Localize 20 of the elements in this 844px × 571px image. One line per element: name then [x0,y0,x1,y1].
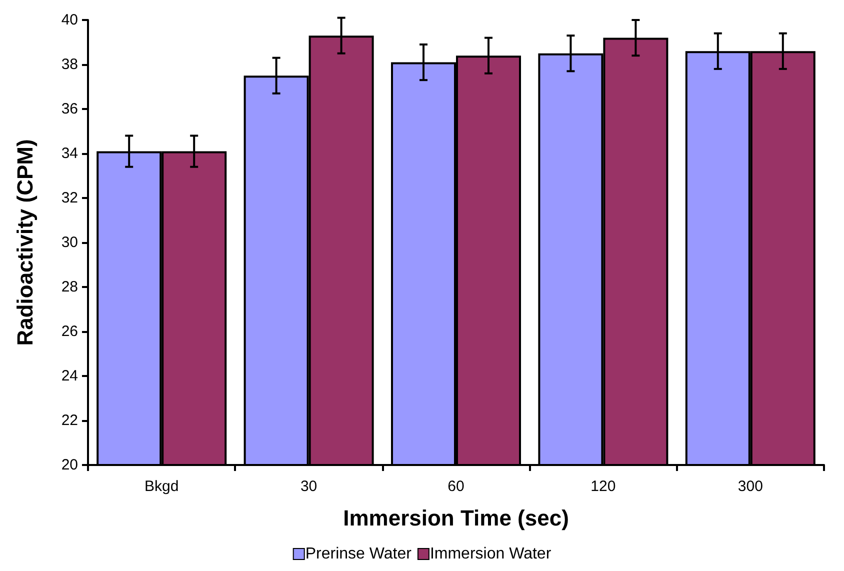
x-tick-label: 30 [300,478,318,495]
y-tick-label: 22 [61,412,78,429]
y-tick-label: 24 [61,368,78,384]
y-tick-label: 38 [61,56,78,73]
y-tick-label: 26 [61,323,78,340]
y-tick-label: 34 [61,145,78,162]
legend-label: Prerinse Water [305,546,412,562]
y-tick-label: 20 [61,456,78,474]
y-tick-label: 40 [61,12,78,28]
y-axis-title: Radioactivity (CPM) [12,139,38,346]
x-tick-label: 60 [448,478,464,495]
y-tick-label: 28 [61,278,78,296]
x-tick-label: 300 [738,478,763,495]
y-tick-label: 30 [61,234,78,251]
x-axis-title: Immersion Time (sec) [343,506,569,530]
y-tick-label: 32 [61,190,78,206]
x-tick-label: 120 [590,478,616,495]
x-tick-label: Bkgd [144,478,179,495]
y-tick-label: 36 [61,100,78,118]
legend-label: Immersion Water [430,546,552,562]
